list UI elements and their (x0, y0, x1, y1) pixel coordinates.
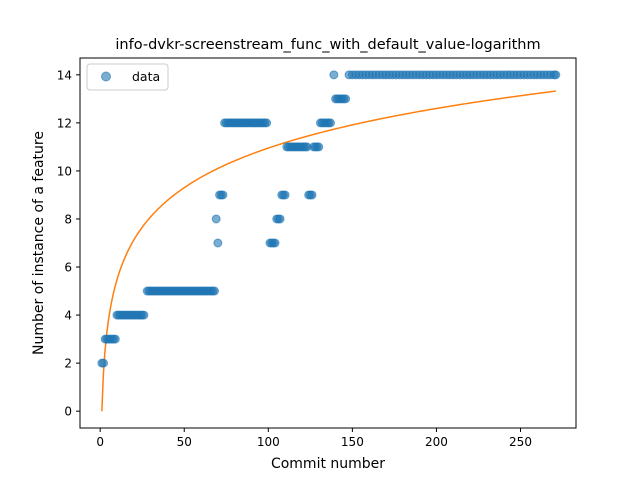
data-point (213, 238, 223, 248)
chart-title: info-dvkr-screenstream_func_with_default… (115, 37, 540, 53)
data-point (139, 310, 149, 320)
y-tick-label: 4 (64, 309, 72, 323)
data-point (262, 118, 272, 128)
y-tick-label: 10 (57, 164, 72, 178)
y-tick-label: 14 (57, 68, 72, 82)
data-point (314, 142, 324, 152)
data-point (270, 238, 280, 248)
fit-layer (101, 90, 556, 412)
data-point (110, 334, 120, 344)
legend-marker (101, 71, 111, 82)
y-tick-label: 0 (64, 405, 72, 419)
x-tick-label: 50 (177, 435, 192, 449)
y-tick-label: 12 (57, 116, 72, 130)
data-point (275, 214, 285, 224)
legend-box (86, 63, 169, 91)
plot-area (97, 70, 561, 412)
data-point (551, 70, 561, 80)
x-tick-label: 200 (425, 435, 448, 449)
data-point (99, 358, 109, 368)
x-tick-label: 100 (257, 435, 280, 449)
data-point (218, 190, 228, 200)
y-tick-label: 8 (64, 212, 72, 226)
x-tick-label: 0 (96, 435, 104, 449)
x-tick-label: 250 (509, 435, 532, 449)
data-point (326, 118, 336, 128)
legend: data (86, 63, 169, 91)
y-axis-ticks: 0 2 4 6 8 10 12 14 (57, 68, 80, 419)
data-point (280, 190, 290, 200)
x-axis-label: Commit number (271, 456, 385, 472)
points-layer (97, 70, 561, 368)
data-point (210, 286, 220, 296)
data-point (211, 214, 221, 224)
y-axis-label: Number of instance of a feature (31, 131, 47, 355)
x-tick-label: 150 (341, 435, 364, 449)
y-tick-label: 6 (64, 261, 72, 275)
legend-label: data (132, 69, 160, 84)
data-point (341, 94, 351, 104)
axes-frame (79, 57, 577, 429)
x-axis-ticks: 0 50 100 150 200 250 (96, 428, 532, 449)
data-point (329, 70, 339, 80)
fit-curve (101, 90, 556, 412)
data-point (307, 190, 317, 200)
y-tick-label: 2 (64, 357, 72, 371)
